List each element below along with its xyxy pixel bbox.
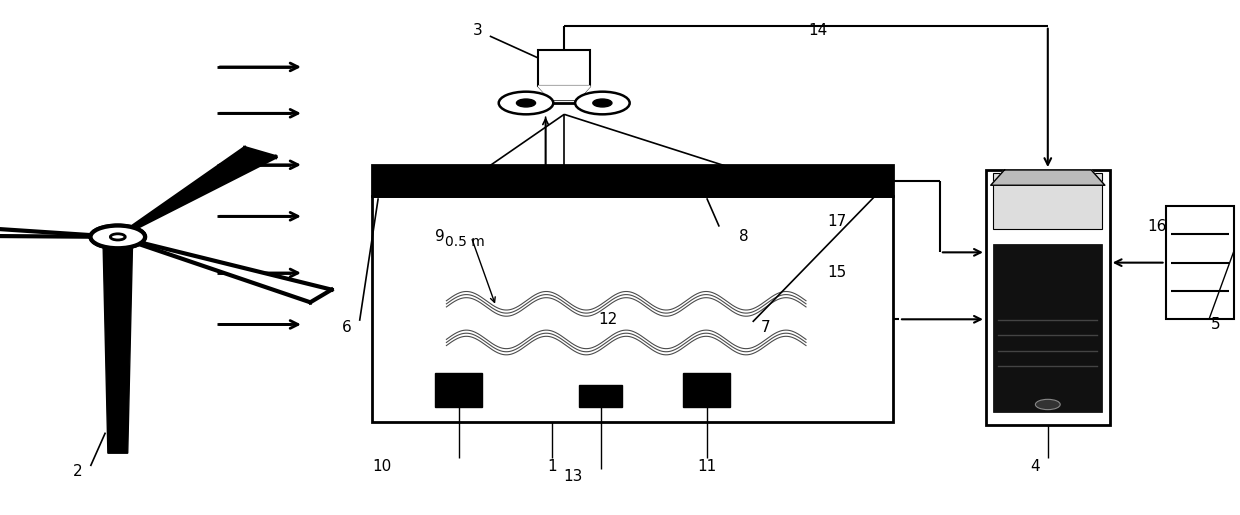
Bar [538, 50, 590, 86]
Circle shape [105, 232, 130, 242]
Circle shape [91, 226, 145, 248]
Text: 2: 2 [73, 464, 83, 479]
Polygon shape [103, 237, 133, 453]
Polygon shape [991, 170, 1105, 185]
Circle shape [593, 99, 613, 107]
Circle shape [575, 92, 630, 114]
Text: 10: 10 [372, 458, 392, 474]
Polygon shape [118, 148, 275, 237]
Text: 16: 16 [1147, 219, 1167, 234]
Text: 1: 1 [547, 458, 557, 474]
Circle shape [1035, 399, 1060, 409]
Text: 13: 13 [563, 469, 583, 484]
Bar [993, 244, 1102, 412]
Text: 0.5 m: 0.5 m [445, 235, 485, 249]
Circle shape [91, 226, 145, 248]
Text: 8: 8 [739, 229, 749, 245]
Polygon shape [118, 148, 275, 237]
Polygon shape [538, 86, 590, 99]
Text: 5: 5 [1210, 317, 1220, 332]
Text: 6: 6 [342, 319, 352, 335]
Text: 12: 12 [598, 312, 618, 327]
Bar [683, 373, 730, 407]
Circle shape [110, 234, 125, 240]
Bar [579, 385, 622, 407]
Text: 15: 15 [827, 265, 847, 281]
Text: 3: 3 [472, 23, 482, 39]
Circle shape [517, 99, 536, 107]
Circle shape [498, 92, 553, 114]
Text: 7: 7 [760, 319, 770, 335]
Polygon shape [118, 237, 331, 302]
Bar [372, 196, 893, 422]
Text: 11: 11 [697, 458, 717, 474]
Polygon shape [0, 223, 118, 237]
Bar [435, 373, 482, 407]
Bar [986, 170, 1110, 425]
Bar [1166, 206, 1234, 319]
Text: 17: 17 [827, 214, 847, 229]
Text: 9: 9 [435, 229, 445, 245]
Text: 14: 14 [808, 23, 828, 39]
Text: 4: 4 [1030, 458, 1040, 474]
Bar [372, 165, 893, 196]
Bar [993, 173, 1102, 229]
